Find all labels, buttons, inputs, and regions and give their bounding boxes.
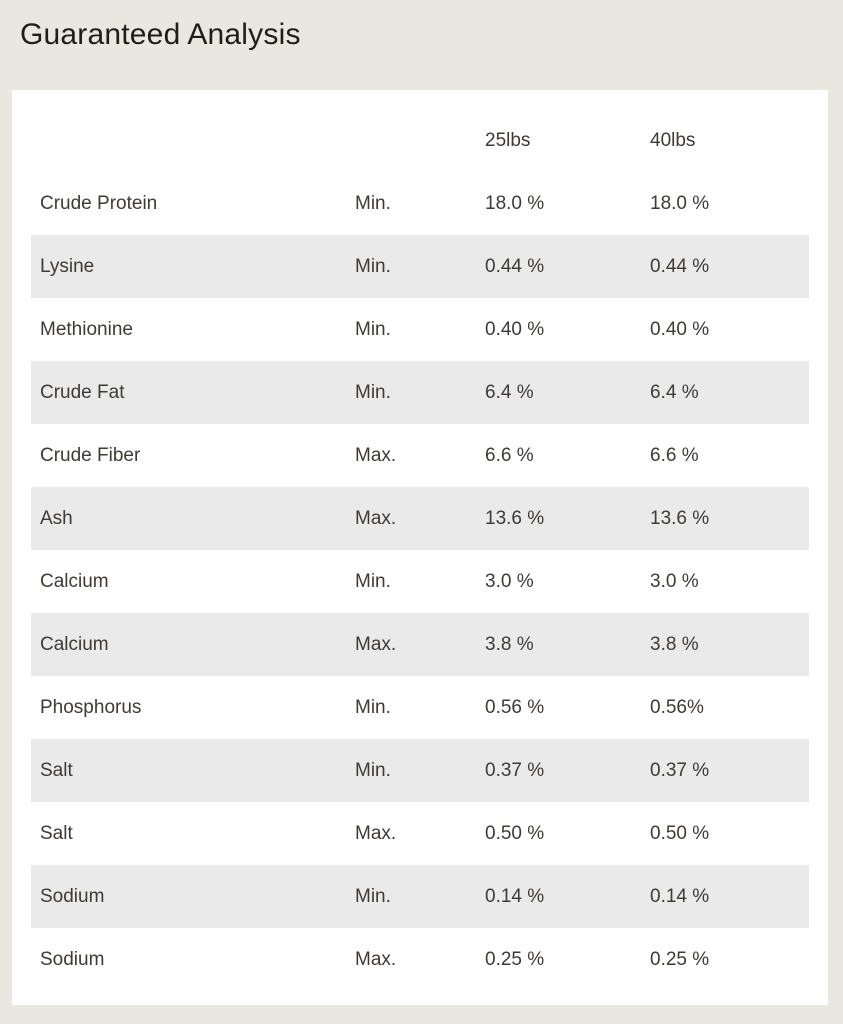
value-40lbs-cell: 0.37 % — [650, 759, 710, 781]
nutrient-name-cell: Methionine — [40, 318, 133, 340]
value-40lbs-cell: 18.0 % — [650, 192, 710, 214]
value-40lbs-cell: 0.40 % — [650, 318, 710, 340]
value-40lbs-cell: 13.6 % — [650, 507, 710, 529]
limit-cell: Min. — [355, 255, 391, 277]
nutrient-name-cell: Sodium — [40, 948, 105, 970]
limit-cell: Min. — [355, 570, 391, 592]
table-row: Sodium Min. 0.14 % 0.14 % — [31, 865, 809, 928]
value-25lbs-cell: 0.25 % — [485, 948, 545, 970]
limit-cell: Min. — [355, 885, 391, 907]
table-row: Sodium Max. 0.25 % 0.25 % — [31, 928, 809, 991]
nutrient-name-cell: Crude Fiber — [40, 444, 141, 466]
table-row: Calcium Min. 3.0 % 3.0 % — [31, 550, 809, 613]
nutrient-name-cell: Salt — [40, 759, 73, 781]
nutrient-name-cell: Calcium — [40, 570, 109, 592]
table-row: Ash Max. 13.6 % 13.6 % — [31, 487, 809, 550]
value-25lbs-cell: 3.8 % — [485, 633, 534, 655]
value-25lbs-cell: 6.6 % — [485, 444, 534, 466]
nutrient-name-cell: Crude Fat — [40, 381, 125, 403]
value-40lbs-cell: 0.44 % — [650, 255, 710, 277]
table-row: Phosphorus Min. 0.56 % 0.56% — [31, 676, 809, 739]
limit-cell: Max. — [355, 633, 397, 655]
limit-cell: Min. — [355, 318, 391, 340]
nutrient-name-cell: Crude Protein — [40, 192, 158, 214]
value-25lbs-cell: 0.56 % — [485, 696, 545, 718]
value-25lbs-cell: 13.6 % — [485, 507, 545, 529]
value-40lbs-cell: 6.4 % — [650, 381, 699, 403]
value-25lbs-cell: 0.50 % — [485, 822, 545, 844]
table-row: Salt Min. 0.37 % 0.37 % — [31, 739, 809, 802]
page-title: Guaranteed Analysis — [20, 18, 301, 51]
value-25lbs-cell: 0.14 % — [485, 885, 545, 907]
value-40lbs-cell: 0.25 % — [650, 948, 710, 970]
table-row: Crude Protein Min. 18.0 % 18.0 % — [31, 172, 809, 235]
value-40lbs-cell: 3.8 % — [650, 633, 699, 655]
table-body: Crude Protein Min. 18.0 % 18.0 % Lysine … — [31, 172, 809, 991]
value-25lbs-cell: 3.0 % — [485, 570, 534, 592]
value-40lbs-cell: 6.6 % — [650, 444, 699, 466]
table-row: Lysine Min. 0.44 % 0.44 % — [31, 235, 809, 298]
nutrient-name-cell: Ash — [40, 507, 73, 529]
table-row: Crude Fiber Max. 6.6 % 6.6 % — [31, 424, 809, 487]
nutrient-name-cell: Calcium — [40, 633, 109, 655]
nutrient-name-cell: Salt — [40, 822, 73, 844]
limit-cell: Max. — [355, 444, 397, 466]
nutrient-name-cell: Lysine — [40, 255, 95, 277]
limit-cell: Min. — [355, 381, 391, 403]
limit-cell: Min. — [355, 192, 391, 214]
limit-cell: Max. — [355, 948, 397, 970]
value-40lbs-cell: 0.14 % — [650, 885, 710, 907]
table-row: Salt Max. 0.50 % 0.50 % — [31, 802, 809, 865]
value-25lbs-cell: 0.44 % — [485, 255, 545, 277]
table-header-row: 25lbs 40lbs — [31, 109, 809, 172]
nutrient-name-cell: Phosphorus — [40, 696, 142, 718]
header-col-40lbs: 40lbs — [650, 129, 696, 151]
guaranteed-analysis-card: 25lbs 40lbs Crude Protein Min. 18.0 % 18… — [12, 90, 828, 1005]
nutrient-name-cell: Sodium — [40, 885, 105, 907]
header-col-25lbs: 25lbs — [485, 129, 531, 151]
value-25lbs-cell: 18.0 % — [485, 192, 545, 214]
limit-cell: Max. — [355, 822, 397, 844]
table-row: Crude Fat Min. 6.4 % 6.4 % — [31, 361, 809, 424]
table-row: Calcium Max. 3.8 % 3.8 % — [31, 613, 809, 676]
limit-cell: Min. — [355, 696, 391, 718]
value-40lbs-cell: 0.50 % — [650, 822, 710, 844]
value-40lbs-cell: 0.56% — [650, 696, 704, 718]
value-40lbs-cell: 3.0 % — [650, 570, 699, 592]
limit-cell: Min. — [355, 759, 391, 781]
table-row: Methionine Min. 0.40 % 0.40 % — [31, 298, 809, 361]
value-25lbs-cell: 0.37 % — [485, 759, 545, 781]
value-25lbs-cell: 6.4 % — [485, 381, 534, 403]
value-25lbs-cell: 0.40 % — [485, 318, 545, 340]
limit-cell: Max. — [355, 507, 397, 529]
